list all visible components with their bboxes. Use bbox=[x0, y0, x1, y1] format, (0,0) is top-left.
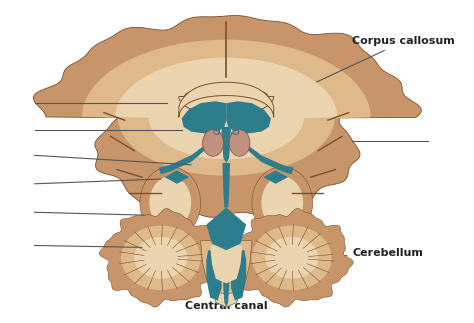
Ellipse shape bbox=[202, 130, 223, 156]
Polygon shape bbox=[261, 176, 303, 229]
Polygon shape bbox=[206, 207, 246, 250]
Polygon shape bbox=[179, 87, 273, 116]
Polygon shape bbox=[140, 167, 201, 239]
Polygon shape bbox=[226, 101, 271, 133]
Polygon shape bbox=[159, 131, 221, 174]
Text: Central canal: Central canal bbox=[185, 300, 267, 310]
Polygon shape bbox=[210, 245, 242, 283]
Polygon shape bbox=[115, 57, 337, 159]
Polygon shape bbox=[252, 167, 312, 239]
Polygon shape bbox=[82, 40, 371, 176]
Ellipse shape bbox=[229, 130, 250, 156]
Polygon shape bbox=[221, 127, 231, 163]
Polygon shape bbox=[121, 225, 201, 290]
Polygon shape bbox=[201, 241, 252, 295]
Polygon shape bbox=[33, 16, 421, 217]
Polygon shape bbox=[252, 225, 332, 290]
Polygon shape bbox=[222, 163, 230, 207]
Text: Cerebellum: Cerebellum bbox=[313, 248, 423, 258]
Polygon shape bbox=[206, 250, 222, 300]
Text: Corpus callosum: Corpus callosum bbox=[298, 36, 455, 90]
Polygon shape bbox=[179, 82, 273, 117]
Polygon shape bbox=[164, 171, 189, 184]
Polygon shape bbox=[231, 131, 293, 174]
Polygon shape bbox=[230, 250, 246, 300]
Polygon shape bbox=[263, 171, 288, 184]
Polygon shape bbox=[149, 176, 191, 229]
Polygon shape bbox=[182, 101, 226, 133]
Polygon shape bbox=[222, 250, 230, 307]
Polygon shape bbox=[265, 237, 319, 279]
Polygon shape bbox=[99, 209, 222, 307]
Polygon shape bbox=[208, 250, 244, 307]
Polygon shape bbox=[134, 237, 187, 279]
Polygon shape bbox=[230, 209, 353, 307]
